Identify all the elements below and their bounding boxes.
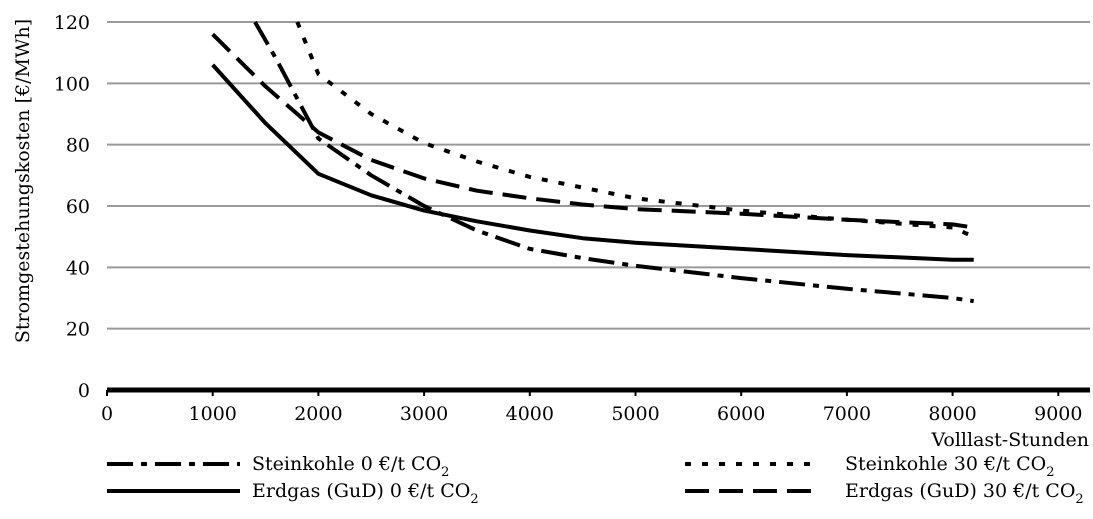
x-axis-title: Volllast-Stunden bbox=[930, 429, 1089, 451]
y-tick-label: 0 bbox=[78, 380, 90, 402]
series-lines bbox=[211, 21, 975, 304]
x-tick-label: 2000 bbox=[294, 403, 342, 425]
y-tick-label: 120 bbox=[54, 12, 90, 34]
x-tick-label: 1000 bbox=[189, 403, 237, 425]
x-tick-label: 0 bbox=[101, 403, 113, 425]
legend-label: Steinkohle 30 €/t CO2 bbox=[845, 453, 1055, 480]
legend-label: Steinkohle 0 €/t CO2 bbox=[252, 453, 449, 480]
y-axis-title: Stromgestehungskosten [€/MWh] bbox=[12, 19, 34, 343]
series-line-2 bbox=[211, 63, 974, 262]
axis-labels: Volllast-Stunden Stromgestehungskosten [… bbox=[12, 19, 1089, 451]
x-tick-label: 8000 bbox=[928, 403, 976, 425]
grid bbox=[107, 21, 1090, 330]
series-line-4 bbox=[211, 32, 974, 230]
y-tick-label: 80 bbox=[66, 135, 90, 157]
legend-label: Erdgas (GuD) 0 €/t CO2 bbox=[252, 480, 479, 507]
y-tick-label: 20 bbox=[66, 319, 90, 341]
x-tick-label: 5000 bbox=[611, 403, 659, 425]
y-tick-label: 40 bbox=[66, 257, 90, 279]
x-tick-label: 9000 bbox=[1034, 403, 1082, 425]
y-tick-label: 60 bbox=[66, 196, 90, 218]
x-tick-label: 6000 bbox=[717, 403, 765, 425]
y-tick-label: 100 bbox=[54, 73, 90, 95]
legend-item-3: Steinkohle 30 €/t CO2 bbox=[685, 453, 1055, 480]
legend-item-4: Erdgas (GuD) 30 €/t CO2 bbox=[685, 480, 1084, 507]
legend-item-1: Steinkohle 0 €/t CO2 bbox=[107, 453, 449, 480]
x-tick-label: 3000 bbox=[400, 403, 448, 425]
axes: 0 20 40 60 80 100 120 0 1000 2000 3000 4000 5000 6000… bbox=[54, 12, 1090, 425]
series-line-1 bbox=[253, 21, 974, 304]
x-tick-label: 7000 bbox=[823, 403, 871, 425]
legend-item-2: Erdgas (GuD) 0 €/t CO2 bbox=[107, 480, 479, 507]
legend-label: Erdgas (GuD) 30 €/t CO2 bbox=[845, 480, 1084, 507]
x-tick-label: 4000 bbox=[506, 403, 554, 425]
